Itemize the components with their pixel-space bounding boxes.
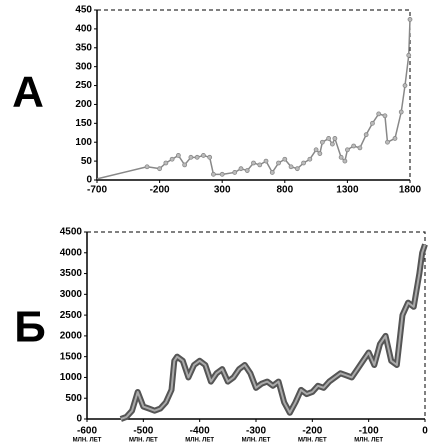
marker <box>257 162 263 168</box>
x-tick-label: -400 <box>190 426 210 437</box>
data-line-core <box>120 244 426 420</box>
x-tick-label: -600 <box>77 426 97 437</box>
marker <box>406 52 412 58</box>
y-tick-label: 300 <box>75 61 92 72</box>
x-tick-label: 1300 <box>336 185 359 196</box>
x-tick-unit: МЛН. ЛЕТ <box>298 438 327 444</box>
y-tick-label: 2000 <box>60 331 83 342</box>
y-tick-label: 100 <box>75 137 92 148</box>
marker <box>157 166 163 172</box>
marker <box>313 147 319 153</box>
x-tick-label: -100 <box>359 426 379 437</box>
marker <box>338 154 344 160</box>
marker <box>402 83 408 88</box>
marker <box>385 139 390 145</box>
y-tick-label: 0 <box>86 175 92 186</box>
y-tick-label: 250 <box>75 80 92 91</box>
x-tick-label: -700 <box>87 185 107 196</box>
marker <box>382 113 388 119</box>
x-tick-label: -200 <box>150 185 170 196</box>
marker <box>163 160 169 166</box>
frame-dashed <box>87 231 426 419</box>
y-tick-label: 4000 <box>60 247 83 258</box>
marker <box>251 160 256 166</box>
y-tick-label: 0 <box>76 414 82 425</box>
y-tick-label: 1000 <box>60 372 83 383</box>
marker <box>363 132 369 138</box>
axes <box>96 10 410 181</box>
marker <box>194 154 200 160</box>
marker <box>182 162 188 168</box>
marker <box>207 154 213 160</box>
marker <box>169 156 175 162</box>
y-tick-label: 500 <box>65 393 82 404</box>
y-tick-label: 400 <box>75 24 92 35</box>
frame-dashed <box>97 9 411 180</box>
marker <box>201 153 206 158</box>
y-tick-label: 2500 <box>60 310 83 321</box>
marker <box>376 111 382 117</box>
y-tick-label: 450 <box>75 5 92 16</box>
marker <box>288 164 294 170</box>
marker <box>351 143 357 149</box>
y-tick-label: 1500 <box>60 351 83 362</box>
marker <box>329 141 335 147</box>
marker <box>263 158 269 164</box>
y-tick-label: 3500 <box>60 268 83 279</box>
marker <box>269 170 275 175</box>
marker <box>317 151 323 156</box>
marker <box>282 156 288 162</box>
x-tick-label: -300 <box>246 426 266 437</box>
x-tick-label: 1800 <box>399 185 422 196</box>
marker <box>398 109 404 115</box>
marker <box>232 170 238 175</box>
x-tick-unit: МЛН. ЛЕТ <box>129 438 158 444</box>
x-tick-unit: МЛН. ЛЕТ <box>73 438 102 444</box>
marker <box>319 139 325 145</box>
y-tick-label: 150 <box>75 118 92 129</box>
marker <box>188 154 194 160</box>
marker <box>219 171 225 177</box>
marker <box>175 153 181 158</box>
panel-label: А <box>12 68 44 117</box>
x-tick-label: -500 <box>133 426 153 437</box>
marker <box>326 136 332 141</box>
x-tick-unit: МЛН. ЛЕТ <box>354 438 383 444</box>
y-tick-label: 50 <box>81 156 93 167</box>
x-tick-label: 300 <box>214 185 231 196</box>
y-tick-label: 200 <box>75 99 92 110</box>
marker <box>344 147 350 153</box>
panel-label: Б <box>14 303 46 352</box>
marker <box>144 164 150 170</box>
marker <box>357 145 363 151</box>
x-tick-label: 800 <box>276 185 293 196</box>
marker <box>244 168 250 173</box>
marker <box>238 166 244 172</box>
marker <box>276 160 281 166</box>
data-line <box>119 243 428 422</box>
x-tick-unit: МЛН. ЛЕТ <box>242 438 271 444</box>
marker <box>211 171 216 177</box>
x-tick-unit: МЛН. ЛЕТ <box>185 438 214 444</box>
marker <box>307 156 313 162</box>
marker <box>301 160 306 166</box>
marker <box>370 120 375 126</box>
x-tick-label: 0 <box>422 426 428 437</box>
y-tick-label: 350 <box>75 42 92 53</box>
marker <box>342 158 348 164</box>
marker <box>407 17 413 22</box>
data-line <box>96 19 411 180</box>
marker <box>332 136 338 141</box>
x-tick-label: -200 <box>302 426 322 437</box>
y-tick-label: 3000 <box>60 289 83 300</box>
y-tick-label: 4500 <box>60 227 83 238</box>
marker <box>392 136 398 141</box>
marker <box>294 166 300 172</box>
